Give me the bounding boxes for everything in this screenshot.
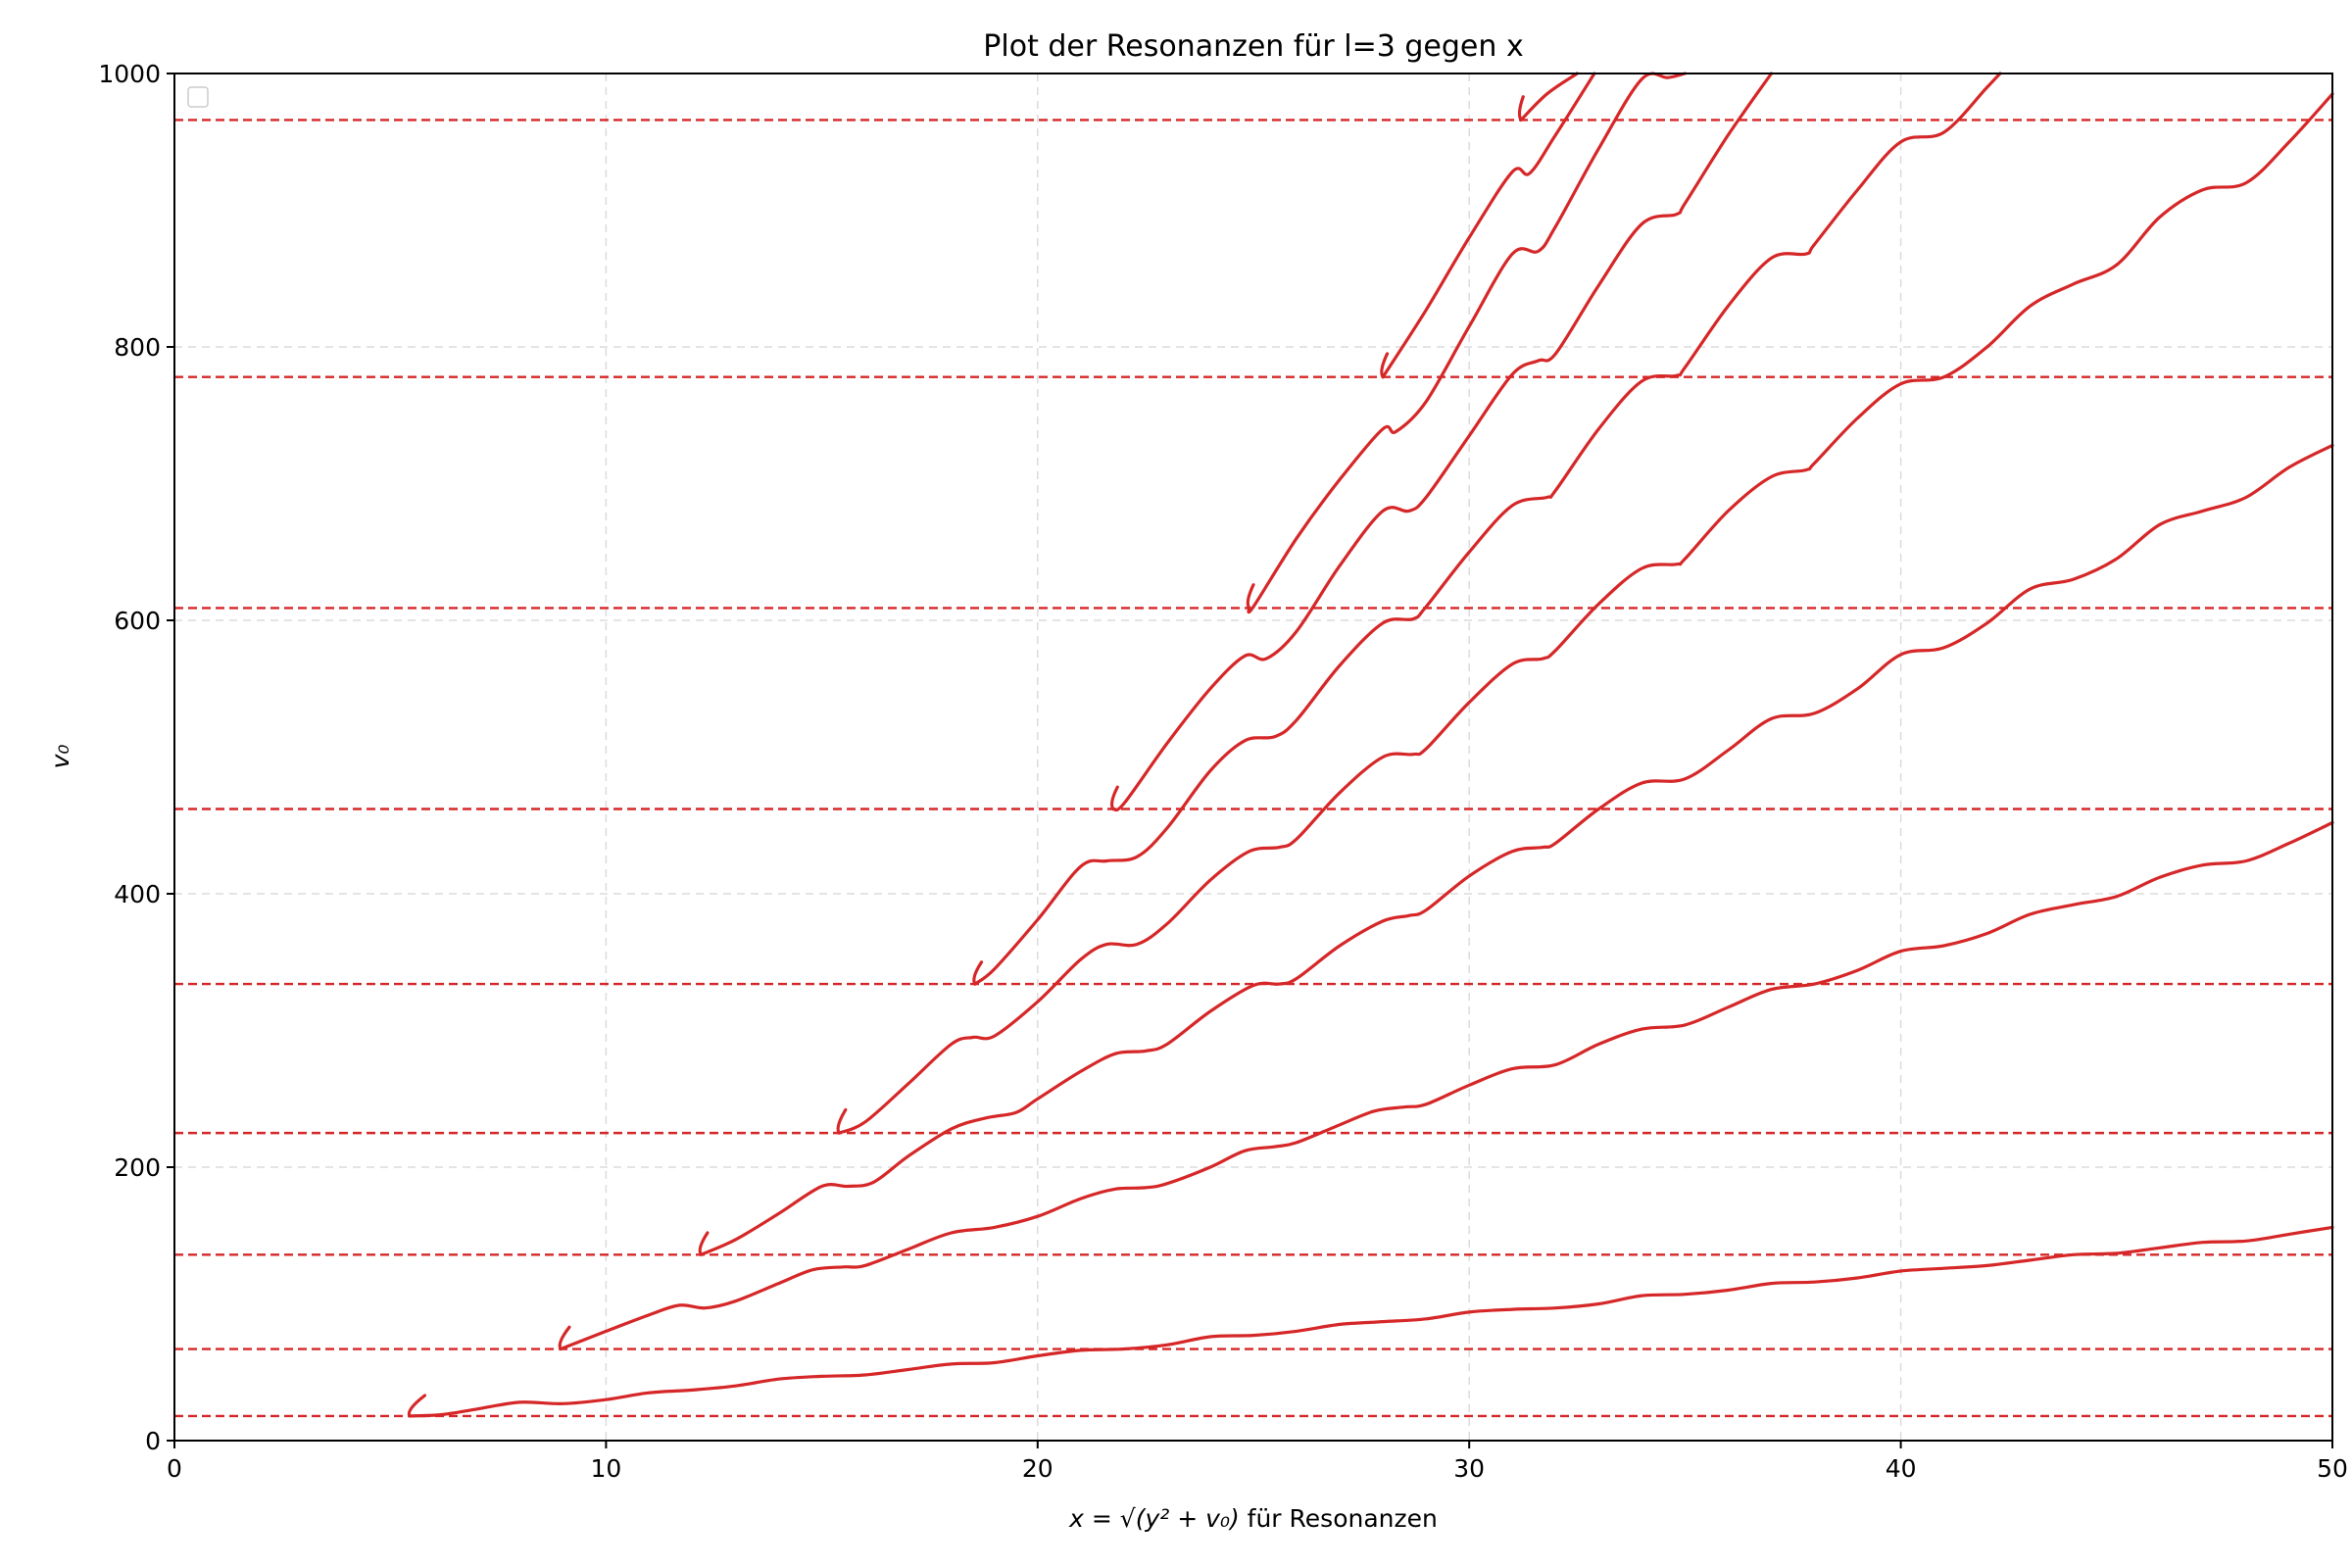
x-axis-ticks: 0 10 20 30 40 50 <box>167 1441 2348 1483</box>
resonance-curve-5 <box>973 72 2002 986</box>
resonance-curve-1 <box>408 1225 2334 1418</box>
y-tick-label: 200 <box>114 1153 161 1182</box>
chart-title: Plot der Resonanzen für l=3 gegen x <box>983 29 1523 64</box>
y-tick-label: 400 <box>114 880 161 908</box>
branch-hook-9 <box>1517 95 1525 122</box>
x-tick-label: 20 <box>1022 1454 1054 1483</box>
resonance-curves <box>407 72 2334 1418</box>
y-tick-label: 600 <box>114 607 161 635</box>
resonance-curve-6 <box>1111 72 1774 812</box>
legend-box <box>187 86 209 108</box>
grid <box>173 73 2333 1442</box>
branch-hook-6 <box>1110 785 1119 811</box>
y-tick-label: 800 <box>114 333 161 362</box>
x-tick-label: 10 <box>590 1454 621 1483</box>
branch-hook-4 <box>836 1107 848 1135</box>
y-axis-ticks: 0 200 400 600 800 1000 <box>98 60 174 1455</box>
resonance-curve-3 <box>699 443 2334 1256</box>
x-axis-label-formula: x = √(y² + v₀) <box>1068 1504 1240 1533</box>
resonance-curve-7 <box>1247 72 1687 614</box>
x-tick-label: 40 <box>1886 1454 1917 1483</box>
reference-lines <box>174 119 2332 1418</box>
resonance-curve-8 <box>1381 72 1596 379</box>
branch-hook-8 <box>1380 352 1390 379</box>
x-axis-label-suffix: für Resonanzen <box>1240 1504 1438 1533</box>
y-tick-label: 0 <box>145 1427 161 1455</box>
x-axis-label: x = √(y² + v₀) für Resonanzen <box>1068 1504 1438 1533</box>
x-tick-label: 50 <box>2317 1454 2348 1483</box>
x-tick-label: 0 <box>167 1454 182 1483</box>
x-tick-label: 30 <box>1453 1454 1485 1483</box>
resonance-curve-4 <box>837 92 2334 1135</box>
resonance-curve-2 <box>559 820 2334 1351</box>
plot-frame <box>173 73 2333 1442</box>
branch-hook-3 <box>698 1231 710 1256</box>
branch-hook-1 <box>407 1394 427 1418</box>
branch-hook-5 <box>972 960 984 986</box>
resonance-curve-9 <box>1519 72 1579 122</box>
y-axis-label: v₀ <box>46 745 74 769</box>
y-tick-label: 1000 <box>98 60 161 88</box>
branch-hook-2 <box>558 1325 571 1351</box>
branch-hook-7 <box>1246 583 1255 611</box>
